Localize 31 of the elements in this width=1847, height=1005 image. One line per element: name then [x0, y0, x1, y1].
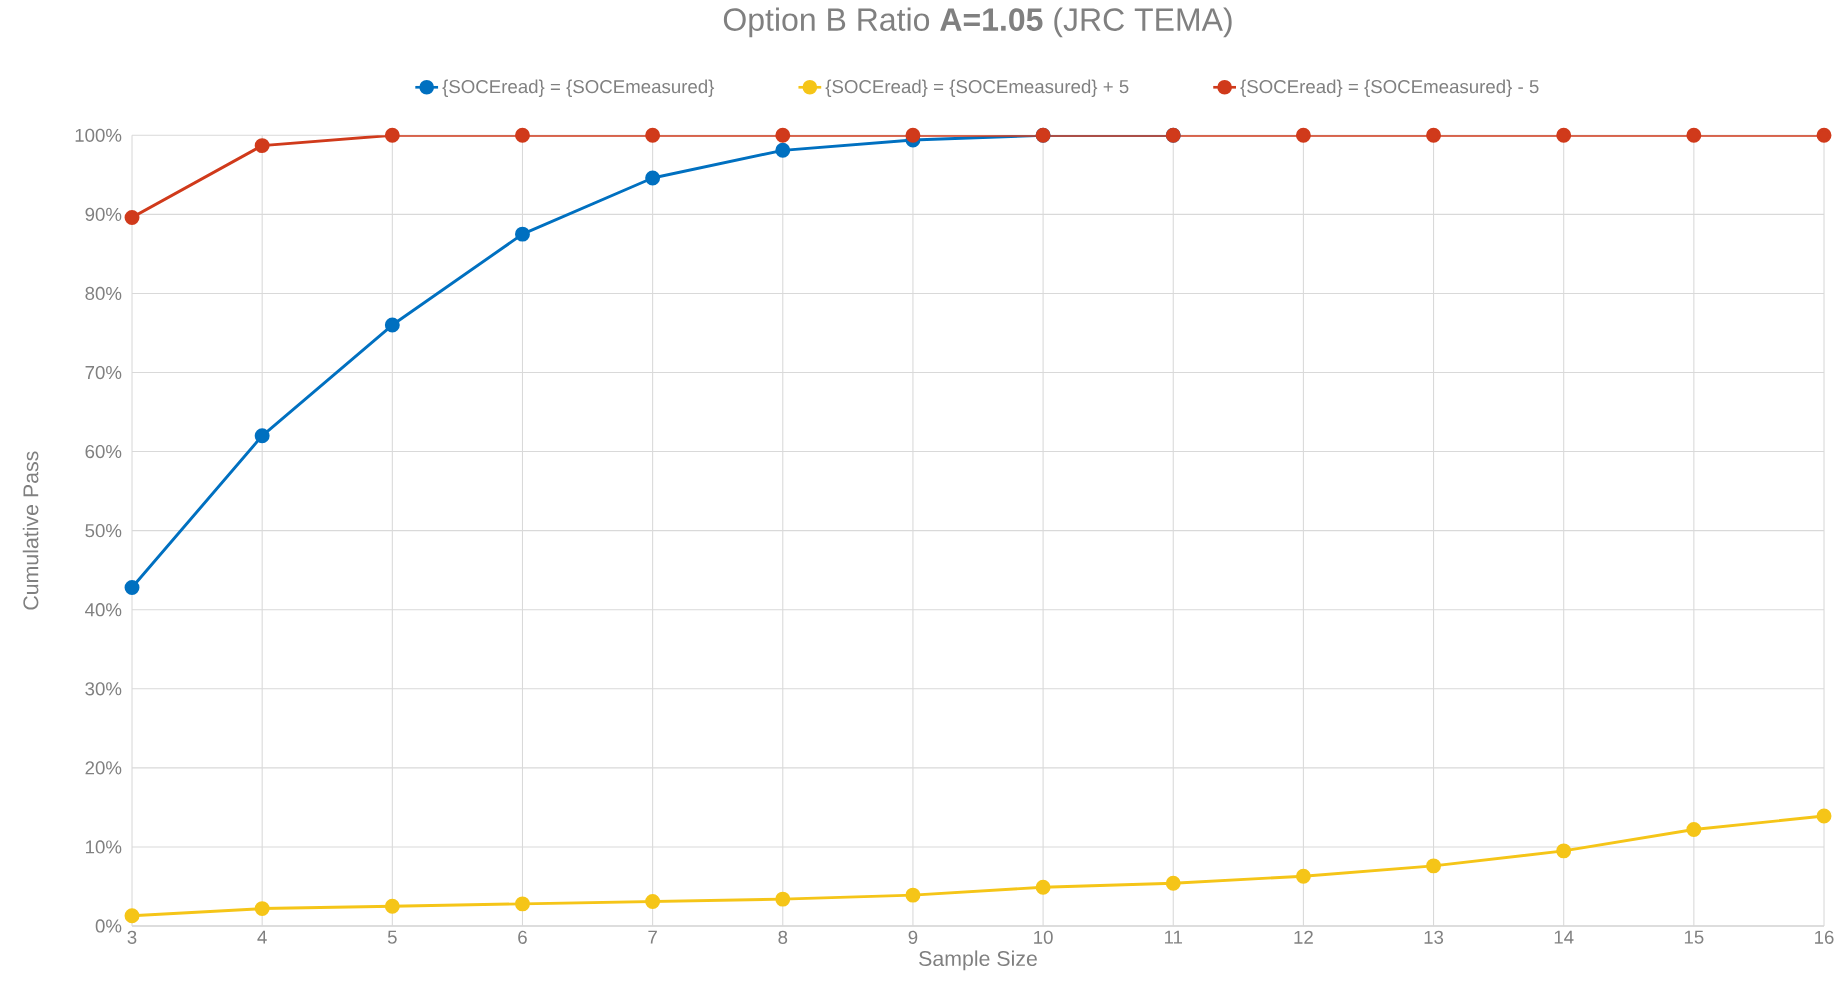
chart-title: Option B Ratio A=1.05 (JRC TEMA) [723, 7, 1232, 38]
x-tick-label: 4 [257, 930, 267, 944]
x-tick-label: 9 [908, 930, 918, 944]
x-tick-label: 14 [1554, 930, 1574, 944]
x-tick-label: 11 [1164, 930, 1183, 944]
y-tick-label: 100% [75, 128, 122, 142]
x-tick-label: 16 [1815, 930, 1834, 944]
y-tick-label: 50% [85, 524, 122, 538]
x-axis-title: Sample Size [919, 950, 1037, 971]
x-tick-label: 13 [1424, 930, 1444, 944]
y-tick-label: 10% [86, 840, 122, 854]
y-tick-label: 0% [95, 919, 122, 933]
legend-label: {SOCEread} = {SOCEmeasured} - 5 [1240, 79, 1539, 97]
y-tick-label: 60% [85, 444, 122, 459]
x-tick-label: 5 [387, 930, 397, 944]
x-tick-label: 6 [518, 930, 527, 944]
legend-label: {SOCEread} = {SOCEmeasured} [442, 79, 715, 97]
y-tick-label: 90% [85, 207, 122, 221]
x-tick-label: 3 [127, 930, 137, 944]
x-tick-label: 7 [648, 930, 657, 944]
y-tick-label: 40% [85, 603, 122, 617]
x-tick-label: 10 [1034, 930, 1053, 944]
y-axis-title: Cumulative Pass [22, 451, 39, 610]
x-tick-label: 8 [778, 930, 788, 944]
y-tick-label: 20% [85, 761, 122, 775]
legend-label: {SOCEread} = {SOCEmeasured} + 5 [825, 79, 1129, 97]
y-tick-label: 80% [85, 286, 122, 301]
y-tick-label: 70% [85, 365, 122, 380]
x-tick-label: 12 [1294, 930, 1313, 944]
y-tick-label: 30% [85, 682, 122, 696]
x-tick-label: 15 [1684, 930, 1704, 944]
